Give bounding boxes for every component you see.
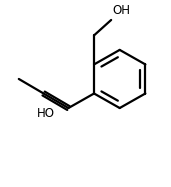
- Text: OH: OH: [113, 4, 131, 17]
- Text: HO: HO: [37, 107, 55, 120]
